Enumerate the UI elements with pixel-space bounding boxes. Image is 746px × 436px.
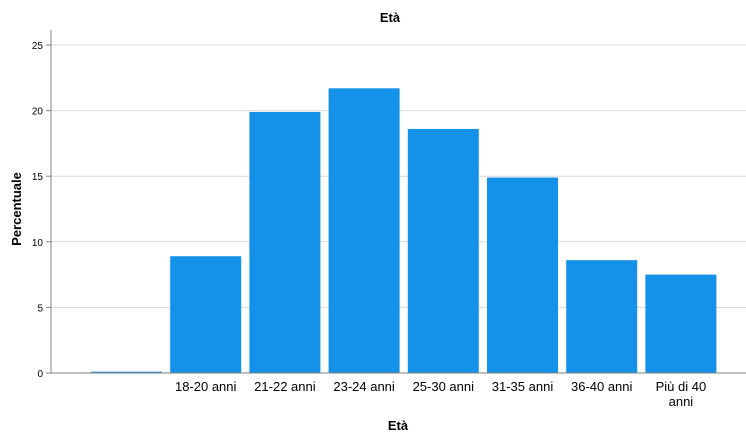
bar	[407, 128, 479, 373]
y-tick-label: 25	[32, 41, 44, 52]
y-tick-label: 5	[37, 303, 43, 314]
bar	[249, 111, 321, 374]
y-axis-label: Percentuale	[9, 172, 24, 246]
x-tick-label: 36-40 anni	[571, 379, 633, 394]
x-tick-label: 31-35 anni	[492, 379, 554, 394]
y-tick-label: 10	[32, 238, 44, 249]
x-tick-label: 21-22 anni	[254, 379, 316, 394]
y-axis-ticks: 0 5 10 15 20 25	[32, 41, 51, 380]
bar	[566, 260, 638, 373]
y-tick-label: 20	[32, 107, 44, 118]
x-tick-label: Più di 40	[656, 379, 707, 394]
bar	[170, 256, 242, 373]
bar	[328, 88, 400, 374]
bars	[91, 88, 717, 374]
x-axis-tick-labels: 18-20 anni 21-22 anni 23-24 anni 25-30 anni…	[175, 379, 706, 409]
x-tick-label: 25-30 anni	[413, 379, 475, 394]
y-tick-label: 15	[32, 172, 44, 183]
bar	[91, 371, 162, 373]
x-tick-label: 18-20 anni	[175, 379, 237, 394]
chart-title: Età	[380, 10, 401, 25]
x-axis-label: Età	[388, 418, 409, 433]
y-tick-label: 0	[37, 369, 43, 380]
x-tick-label: 23-24 anni	[333, 379, 395, 394]
axes	[50, 30, 746, 374]
bar	[487, 177, 558, 373]
x-tick-label-line2: anni	[669, 394, 694, 409]
bar	[645, 274, 717, 373]
